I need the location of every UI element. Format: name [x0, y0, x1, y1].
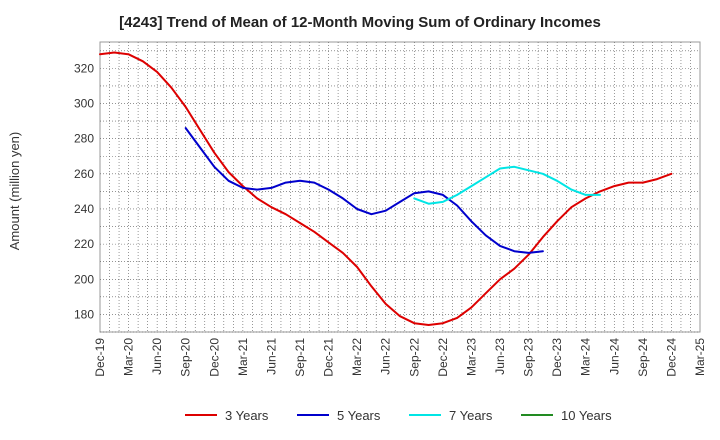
y-tick-label: 240	[74, 202, 94, 216]
series-line-5-years	[184, 127, 544, 254]
series-line-7-years	[413, 165, 601, 205]
series-lines	[99, 51, 673, 326]
x-tick-label: Mar-25	[693, 338, 707, 376]
x-tick-label: Mar-22	[350, 338, 364, 376]
legend: 3 Years 5 Years 7 Years 10 Years	[185, 408, 612, 423]
y-tick-label: 300	[74, 97, 94, 111]
chart-title: [4243] Trend of Mean of 12-Month Moving …	[119, 14, 601, 31]
x-tick-label: Jun-22	[379, 338, 393, 375]
x-tick-label: Jun-21	[264, 338, 278, 375]
x-tick-label: Mar-24	[579, 338, 593, 376]
legend-label-10-years: 10 Years	[561, 408, 612, 423]
x-tick-label: Dec-22	[436, 338, 450, 377]
x-axis-tick-labels: Dec-19 Mar-20 Jun-20 Sep-20 Dec-20 Mar-21 Jun-…	[93, 338, 707, 377]
legend-label-5-years: 5 Years	[337, 408, 381, 423]
x-tick-label: Jun-20	[150, 338, 164, 375]
x-tick-label: Sep-22	[407, 338, 421, 377]
legend-label-7-years: 7 Years	[449, 408, 493, 423]
x-tick-label: Sep-23	[522, 338, 536, 377]
x-tick-label: Sep-24	[636, 338, 650, 377]
plot-area-background	[99, 41, 701, 333]
x-tick-label: Mar-23	[464, 338, 478, 376]
x-tick-label: Dec-20	[207, 338, 221, 377]
y-axis-tick-labels: 180 200 220 240 260 280 300 320	[74, 61, 94, 321]
y-axis-title: Amount (million yen)	[7, 132, 22, 251]
series-line-3-years	[99, 51, 673, 326]
y-tick-label: 200	[74, 272, 94, 286]
x-tick-label: Jun-23	[493, 338, 507, 375]
y-tick-label: 220	[74, 237, 94, 251]
x-tick-label: Dec-21	[322, 338, 336, 377]
x-tick-label: Dec-19	[93, 338, 107, 377]
x-tick-label: Sep-21	[293, 338, 307, 377]
y-tick-label: 180	[74, 307, 94, 321]
y-tick-label: 280	[74, 132, 94, 146]
y-tick-label: 260	[74, 167, 94, 181]
x-tick-label: Dec-23	[550, 338, 564, 377]
x-tick-label: Sep-20	[179, 338, 193, 377]
y-tick-label: 320	[74, 61, 94, 75]
x-tick-label: Dec-24	[664, 338, 678, 377]
x-tick-label: Mar-20	[122, 338, 136, 376]
x-tick-label: Mar-21	[236, 338, 250, 376]
grid-lines	[100, 42, 700, 333]
legend-label-3-years: 3 Years	[225, 408, 269, 423]
x-tick-label: Jun-24	[607, 338, 621, 375]
